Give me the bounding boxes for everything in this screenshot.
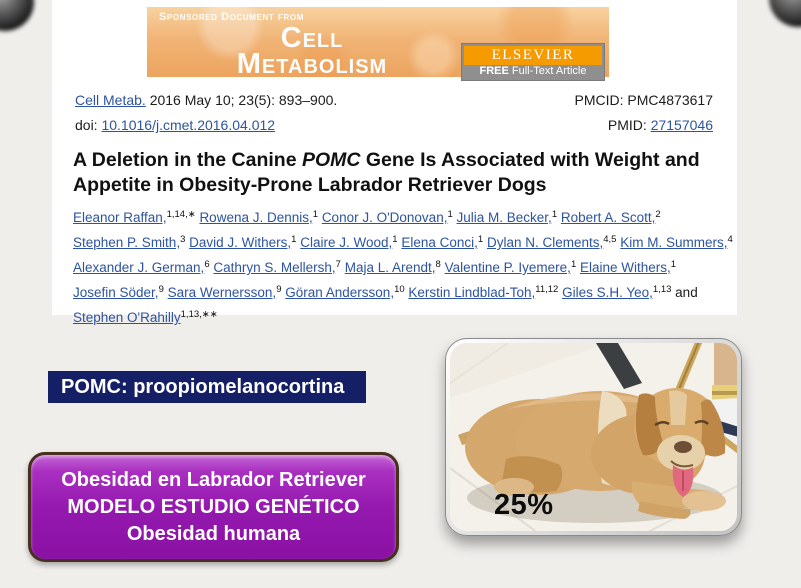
author-link[interactable]: Robert A. Scott, <box>560 210 656 225</box>
author-link[interactable]: David J. Withers, <box>189 235 292 250</box>
author-line: Stephen O'Rahilly1,13,∗∗ <box>73 304 723 329</box>
citation-line-2: doi: 10.1016/j.cmet.2016.04.012 <box>75 113 337 138</box>
author-link[interactable]: Kerstin Lindblad-Toh, <box>408 285 536 300</box>
journal-name-metabolism: Metabolism <box>236 48 388 80</box>
author-line: Josefin Söder,9 Sara Wernersson,9 Göran … <box>73 284 698 300</box>
author-link[interactable]: Stephen P. Smith, <box>73 235 181 250</box>
labrador-photo-illustration <box>450 343 737 531</box>
author-line: Eleanor Raffan,1,14,∗ Rowena J. Dennis,1… <box>73 204 723 229</box>
dog-photo-image: 25% <box>450 343 737 531</box>
author-link[interactable]: Stephen O'Rahilly <box>73 310 181 325</box>
sponsored-label: Sponsored Document from <box>159 11 304 23</box>
author-affiliation-sup: 1 <box>312 209 319 220</box>
author-affiliation-sup: 1 <box>447 209 453 220</box>
free-word: FREE <box>479 65 509 77</box>
pin-icon <box>769 0 801 27</box>
author-affiliation-sup: 3 <box>180 234 186 245</box>
author-link[interactable]: Dylan N. Clements, <box>486 235 604 250</box>
author-affiliation-sup: 11,12 <box>535 284 559 295</box>
pmid-label: PMID: <box>607 117 651 133</box>
author-link[interactable]: Kim M. Summers, <box>620 235 728 250</box>
author-affiliation-sup: 1 <box>392 234 398 245</box>
author-line: Alexander J. German,6 Cathryn S. Mellers… <box>73 254 723 279</box>
author-link[interactable]: Sara Wernersson, <box>167 285 277 300</box>
article-title: A Deletion in the Canine POMC Gene Is As… <box>73 148 718 197</box>
pin-icon <box>0 0 34 31</box>
pmid-link[interactable]: 27157046 <box>650 117 713 133</box>
author-affiliation-sup: 9 <box>158 284 164 295</box>
pomc-definition-box: POMC: proopiomelanocortina <box>48 371 366 403</box>
journal-link[interactable]: Cell Metab. <box>75 92 146 108</box>
journal-banner: Sponsored Document from Cell Metabolism … <box>147 7 609 81</box>
author-link[interactable]: Elena Conci, <box>401 235 478 250</box>
author-link[interactable]: Giles S.H. Yeo, <box>562 285 653 300</box>
author-link[interactable]: Rowena J. Dennis, <box>199 210 313 225</box>
author-link[interactable]: Julia M. Becker, <box>456 210 552 225</box>
elsevier-badge[interactable]: ELSEVIER FREE Full-Text Article <box>461 43 605 81</box>
title-gene-italic: POMC <box>301 149 361 171</box>
author-affiliation-sup: 1 <box>477 234 484 245</box>
author-affiliation-sup: 2 <box>655 209 661 220</box>
free-fulltext-label: FREE Full-Text Article <box>464 65 602 78</box>
citation-line-1: Cell Metab. 2016 May 10; 23(5): 893–900. <box>75 88 337 113</box>
author-link[interactable]: Alexander J. German, <box>73 260 205 275</box>
citation-right: PMCID: PMC4873617 PMID: 27157046 <box>574 88 713 138</box>
author-link[interactable]: Valentine P. Iyemere, <box>444 260 571 275</box>
fulltext-words: Full-Text Article <box>508 65 587 77</box>
author-link[interactable]: Conor J. O'Donovan, <box>321 210 448 225</box>
author-affiliation-sup: 1,13,∗∗ <box>180 309 218 320</box>
purple-box-line-2: MODELO ESTUDIO GENÉTICO <box>67 495 360 518</box>
author-affiliation-sup: 1 <box>670 259 677 270</box>
author-list: Eleanor Raffan,1,14,∗ Rowena J. Dennis,1… <box>73 204 733 329</box>
citation-left: Cell Metab. 2016 May 10; 23(5): 893–900.… <box>75 88 337 138</box>
author-affiliation-sup: 4 <box>727 234 733 245</box>
author-affiliation-sup: 4,5 <box>603 234 617 245</box>
author-affiliation-sup: 10 <box>394 284 405 295</box>
pmcid-text: PMCID: PMC4873617 <box>574 92 713 108</box>
title-part1: A Deletion in the Canine <box>73 149 302 171</box>
citation-issue: 2016 May 10; 23(5): 893–900. <box>145 92 338 108</box>
dog-photo: 25% <box>445 338 742 536</box>
author-affiliation-sup: 1,14,∗ <box>166 209 196 220</box>
author-line: Stephen P. Smith,3 David J. Withers,1 Cl… <box>73 229 733 254</box>
author-affiliation-sup: 1 <box>291 234 297 245</box>
doi-label: doi: <box>75 117 102 133</box>
article-screenshot-panel: Sponsored Document from Cell Metabolism … <box>52 0 737 325</box>
pmid-line: PMID: 27157046 <box>574 113 713 138</box>
author-affiliation-sup: 1,13 <box>652 284 672 295</box>
purple-box-line-1: Obesidad en Labrador Retriever <box>61 468 366 491</box>
journal-name-cell: Cell <box>280 22 344 54</box>
author-link[interactable]: Claire J. Wood, <box>300 235 393 250</box>
author-affiliation-sup: 9 <box>276 284 282 295</box>
author-link[interactable]: Elaine Withers, <box>580 260 671 275</box>
author-link[interactable]: Josefin Söder, <box>73 285 159 300</box>
author-affiliation-sup: 1 <box>570 259 577 270</box>
author-affiliation-sup: 8 <box>435 259 441 270</box>
author-link[interactable]: Göran Andersson, <box>285 285 395 300</box>
doi-link[interactable]: 10.1016/j.cmet.2016.04.012 <box>101 117 276 133</box>
author-affiliation-sup: 1 <box>551 209 558 220</box>
author-link[interactable]: Eleanor Raffan, <box>73 210 167 225</box>
purple-box-line-3: Obesidad humana <box>126 522 301 545</box>
author-affiliation-sup: 6 <box>204 259 210 270</box>
author-link[interactable]: Maja L. Arendt, <box>344 260 436 275</box>
author-affiliation-sup: 7 <box>335 259 341 270</box>
dog-photo-percentage-label: 25% <box>494 489 554 521</box>
title-part2: Gene Is Associated with Weight and Appet… <box>73 149 700 196</box>
elsevier-logo: ELSEVIER <box>464 46 602 65</box>
study-model-box: Obesidad en Labrador Retriever MODELO ES… <box>28 452 399 562</box>
author-link[interactable]: Cathryn S. Mellersh, <box>213 260 336 275</box>
